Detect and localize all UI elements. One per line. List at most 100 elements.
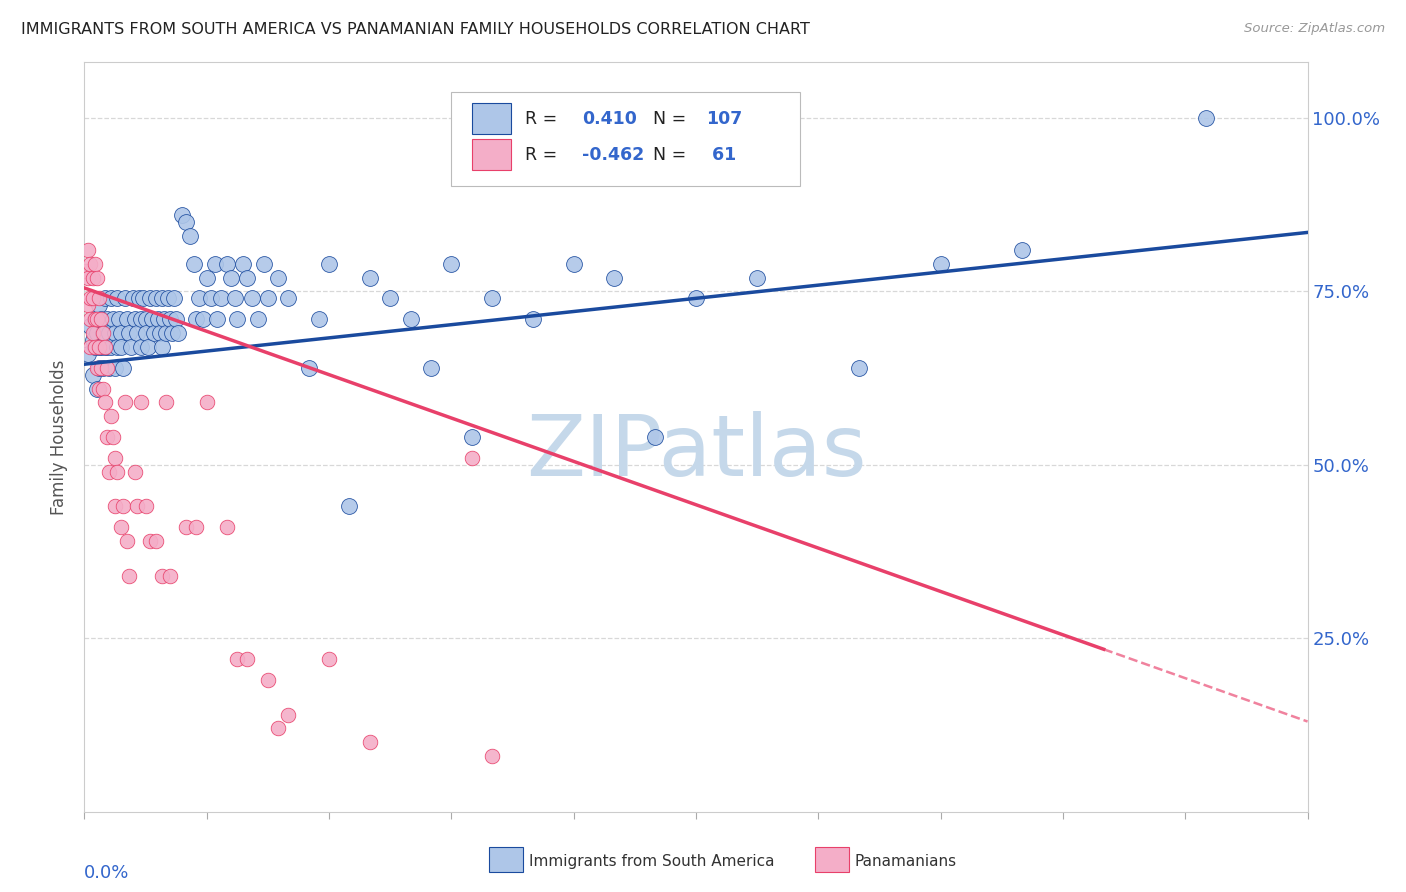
Point (110, 520, 132, 534)
Point (131, 340, 153, 354)
Text: 0.410: 0.410 (582, 110, 637, 128)
FancyBboxPatch shape (472, 139, 512, 170)
Text: R =: R = (524, 145, 562, 163)
Point (145, 534, 167, 549)
Point (83, 340, 105, 354)
Point (603, 270, 626, 285)
Point (226, 652, 249, 666)
Point (132, 291, 155, 305)
Point (120, 340, 142, 354)
Point (96, 340, 118, 354)
Point (96, 312, 118, 326)
Point (112, 500, 135, 514)
Point (150, 291, 173, 305)
Point (79, 291, 101, 305)
Point (156, 291, 179, 305)
Text: 61: 61 (706, 145, 735, 163)
Point (420, 360, 443, 375)
Point (257, 291, 280, 305)
Point (91, 326, 114, 340)
Point (135, 500, 157, 514)
Point (91, 326, 114, 340)
Point (224, 291, 246, 305)
Point (644, 430, 666, 444)
Point (105, 291, 128, 305)
Point (747, 270, 769, 285)
Point (318, 257, 340, 271)
Point (339, 500, 361, 514)
Point (179, 228, 201, 243)
Point (440, 257, 463, 271)
Point (124, 312, 146, 326)
Text: IMMIGRANTS FROM SOUTH AMERICA VS PANAMANIAN FAMILY HOUSEHOLDS CORRELATION CHART: IMMIGRANTS FROM SOUTH AMERICA VS PANAMAN… (21, 22, 810, 37)
Point (77, 347, 100, 361)
Text: -0.462: -0.462 (582, 145, 644, 163)
Point (105, 340, 128, 354)
Point (205, 312, 228, 326)
Point (87, 340, 110, 354)
Point (122, 291, 145, 305)
Point (83, 340, 105, 354)
FancyBboxPatch shape (451, 93, 800, 186)
Text: R =: R = (524, 110, 562, 128)
Point (110, 340, 132, 354)
Point (96, 430, 118, 444)
Point (298, 360, 321, 375)
Point (135, 312, 157, 326)
FancyBboxPatch shape (472, 103, 512, 135)
Point (217, 257, 239, 271)
Point (217, 520, 239, 534)
Point (93, 291, 115, 305)
Point (104, 326, 127, 340)
Point (97, 360, 120, 375)
Point (236, 652, 259, 666)
Point (461, 430, 484, 444)
Point (200, 291, 222, 305)
Point (174, 520, 197, 534)
Text: Immigrants from South America: Immigrants from South America (529, 855, 775, 869)
Point (318, 652, 340, 666)
Point (100, 409, 122, 424)
Point (79, 257, 101, 271)
Point (93, 395, 115, 409)
Point (83, 312, 105, 326)
Point (82, 291, 104, 305)
Text: N =: N = (654, 110, 692, 128)
Point (165, 312, 187, 326)
Point (128, 291, 150, 305)
Point (149, 326, 172, 340)
Point (160, 326, 183, 340)
Point (209, 291, 232, 305)
Point (86, 312, 108, 326)
Point (100, 340, 122, 354)
Point (96, 360, 118, 375)
Point (82, 326, 104, 340)
Point (131, 395, 153, 409)
Point (481, 291, 503, 305)
Point (115, 312, 138, 326)
Point (114, 395, 136, 409)
Point (172, 208, 194, 222)
Point (127, 326, 149, 340)
Point (481, 749, 503, 764)
Point (77, 243, 100, 257)
Text: ZIPatlas: ZIPatlas (526, 410, 866, 493)
Y-axis label: Family Households: Family Households (51, 359, 69, 515)
Point (82, 368, 104, 382)
Point (240, 291, 263, 305)
Point (186, 520, 208, 534)
Point (90, 312, 112, 326)
Point (87, 298, 110, 312)
Point (87, 360, 110, 375)
Point (359, 735, 381, 749)
Point (86, 360, 108, 375)
Point (246, 312, 269, 326)
Point (118, 569, 141, 583)
Point (100, 291, 122, 305)
Point (79, 312, 101, 326)
Point (86, 382, 108, 396)
Point (236, 270, 259, 285)
Point (79, 340, 101, 354)
Point (848, 360, 870, 375)
Point (114, 291, 136, 305)
